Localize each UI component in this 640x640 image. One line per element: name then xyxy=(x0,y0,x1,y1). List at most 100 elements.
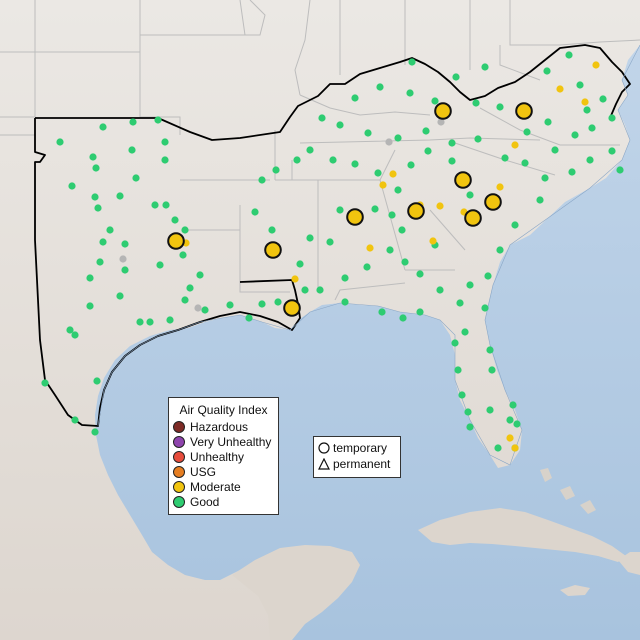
monitor-good xyxy=(116,292,124,300)
monitor-nodata xyxy=(194,304,202,312)
monitor-good xyxy=(394,186,402,194)
monitor-good xyxy=(92,164,100,172)
monitor-good xyxy=(424,147,432,155)
land-bahamas xyxy=(540,468,596,514)
land-cuba xyxy=(418,508,626,562)
monitor-good xyxy=(116,192,124,200)
monitor-good xyxy=(399,314,407,322)
monitor-nodata xyxy=(437,118,445,126)
usg-swatch-icon xyxy=(173,466,185,478)
legend-label-very-unhealthy: Very Unhealthy xyxy=(190,435,272,449)
monitor-good xyxy=(544,118,552,126)
monitor-good xyxy=(386,246,394,254)
monitor-good xyxy=(407,161,415,169)
monitor-good xyxy=(128,146,136,154)
monitor-good xyxy=(588,124,596,132)
monitor-good xyxy=(583,106,591,114)
very-unhealthy-swatch-icon xyxy=(173,436,185,448)
monitor-good xyxy=(416,270,424,278)
monitor-good xyxy=(274,298,282,306)
monitor-good xyxy=(458,391,466,399)
monitor-good xyxy=(416,308,424,316)
unhealthy-swatch-icon xyxy=(173,451,185,463)
monitor-moderate xyxy=(436,202,444,210)
monitor-good xyxy=(156,261,164,269)
monitor-good xyxy=(154,116,162,124)
monitor-good xyxy=(245,314,253,322)
moderate-swatch-icon xyxy=(173,481,185,493)
monitor-good xyxy=(565,51,573,59)
monitor-good xyxy=(41,379,49,387)
monitor-good xyxy=(599,95,607,103)
monitor-good xyxy=(576,81,584,89)
temporary-monitor-moderate xyxy=(515,102,533,120)
monitor-good xyxy=(494,444,502,452)
monitor-good xyxy=(161,156,169,164)
monitor-good xyxy=(316,286,324,294)
monitor-good xyxy=(351,160,359,168)
temporary-monitor-moderate xyxy=(484,193,502,211)
monitor-good xyxy=(146,318,154,326)
monitor-good xyxy=(466,423,474,431)
legend-item-usg: USG xyxy=(173,465,216,479)
temporary-monitor-moderate xyxy=(264,241,282,259)
monitor-good xyxy=(571,131,579,139)
monitor-moderate xyxy=(511,444,519,452)
legend-label-temporary: temporary xyxy=(333,441,388,455)
monitor-good xyxy=(161,138,169,146)
monitor-good xyxy=(608,114,616,122)
monitor-good xyxy=(388,211,396,219)
monitor-good xyxy=(86,302,94,310)
monitor-good xyxy=(488,366,496,374)
monitor-good xyxy=(616,166,624,174)
monitor-moderate xyxy=(581,98,589,106)
monitor-moderate xyxy=(592,61,600,69)
monitor-good xyxy=(501,154,509,162)
monitor-nodata xyxy=(119,255,127,263)
monitor-good xyxy=(474,135,482,143)
monitor-good xyxy=(196,271,204,279)
monitor-good xyxy=(99,123,107,131)
monitor-good xyxy=(336,121,344,129)
monitor-good xyxy=(456,299,464,307)
monitor-good xyxy=(496,103,504,111)
monitor-moderate xyxy=(506,434,514,442)
monitor-moderate xyxy=(556,85,564,93)
monitor-good xyxy=(511,221,519,229)
monitor-good xyxy=(394,134,402,142)
monitor-good xyxy=(568,168,576,176)
monitor-good xyxy=(132,174,140,182)
monitor-good xyxy=(226,301,234,309)
legend-item-hazardous: Hazardous xyxy=(173,420,248,434)
monitor-good xyxy=(136,318,144,326)
monitor-good xyxy=(466,191,474,199)
monitor-good xyxy=(374,169,382,177)
monitor-moderate xyxy=(379,181,387,189)
land-hispaniola xyxy=(618,552,640,575)
monitor-good xyxy=(296,260,304,268)
monitor-good xyxy=(541,174,549,182)
monitor-good xyxy=(91,428,99,436)
monitor-good xyxy=(461,328,469,336)
monitor-good xyxy=(401,258,409,266)
monitor-good xyxy=(301,286,309,294)
legend-item-unhealthy: Unhealthy xyxy=(173,450,244,464)
monitor-good xyxy=(378,308,386,316)
monitor-good xyxy=(93,377,101,385)
monitor-good xyxy=(363,263,371,271)
legend-item-permanent: permanent xyxy=(318,457,390,472)
temporary-monitor-moderate xyxy=(407,202,425,220)
legend-item-very-unhealthy: Very Unhealthy xyxy=(173,435,271,449)
monitor-good xyxy=(129,118,137,126)
legend-label-moderate: Moderate xyxy=(190,480,241,494)
legend-label-usg: USG xyxy=(190,465,217,479)
monitor-moderate xyxy=(291,275,299,283)
aqi-legend-title: Air Quality Index xyxy=(179,403,268,417)
temporary-monitor-moderate xyxy=(454,171,472,189)
site-type-legend: temporary permanent xyxy=(313,436,401,478)
monitor-good xyxy=(91,193,99,201)
monitor-good xyxy=(436,286,444,294)
legend-label-good: Good xyxy=(190,495,220,509)
monitor-good xyxy=(251,208,259,216)
monitor-good xyxy=(71,416,79,424)
